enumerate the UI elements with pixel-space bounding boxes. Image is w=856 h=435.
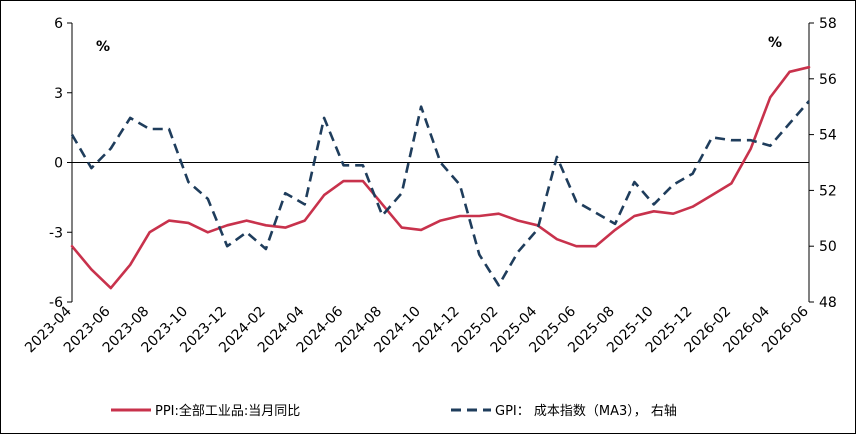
series-layer (70, 65, 811, 290)
legend: PPI:全部工业品:当月同比 GPI： 成本指数（MA3）， 右轴 (111, 403, 677, 419)
y-left-tick-label: 3 (54, 86, 63, 102)
series-line-gpi (70, 100, 810, 287)
y-right-tick-label: 58 (819, 16, 837, 32)
y-right-tick-label: 50 (819, 239, 837, 255)
series-line-ppi (70, 65, 811, 290)
y-right-unit-label: % (768, 35, 782, 51)
y-right-tick-label: 56 (819, 72, 837, 88)
y-left-tick-label: -3 (49, 225, 63, 241)
y-left-tick-label: -6 (49, 295, 63, 311)
y-left-tick-label: 6 (54, 16, 63, 32)
legend-label-ppi: PPI:全部工业品:当月同比 (155, 403, 300, 419)
y-left-unit-label: % (96, 39, 110, 55)
y-right-tick-label: 54 (819, 128, 837, 144)
legend-label-gpi: GPI： 成本指数（MA3）， 右轴 (495, 404, 677, 419)
y-right-tick-label: 48 (819, 295, 837, 311)
y-right-tick-label: 52 (819, 183, 837, 199)
y-left-tick-label: 0 (54, 156, 63, 172)
